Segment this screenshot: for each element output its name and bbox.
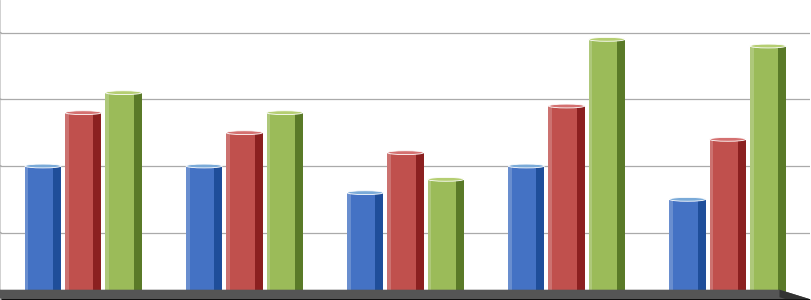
Bar [375, 193, 384, 299]
Bar [548, 106, 552, 299]
Bar [710, 139, 713, 299]
Bar [186, 166, 222, 299]
Bar [347, 193, 350, 299]
Ellipse shape [267, 297, 303, 300]
Bar [388, 153, 391, 299]
Ellipse shape [427, 177, 464, 181]
Ellipse shape [226, 297, 263, 300]
Bar [214, 166, 222, 299]
Bar [669, 199, 706, 299]
Ellipse shape [548, 297, 585, 300]
Bar [105, 93, 109, 299]
Bar [738, 139, 746, 299]
Ellipse shape [508, 164, 544, 168]
Bar [779, 46, 786, 299]
Ellipse shape [65, 111, 101, 115]
Bar [65, 113, 101, 299]
Bar [456, 179, 464, 299]
Ellipse shape [388, 151, 423, 154]
Bar [416, 153, 423, 299]
Ellipse shape [105, 297, 142, 300]
Bar [226, 133, 263, 299]
Bar [267, 113, 270, 299]
Ellipse shape [186, 164, 222, 168]
Ellipse shape [589, 297, 625, 300]
Bar [105, 93, 142, 299]
Ellipse shape [710, 137, 746, 141]
Bar [537, 166, 544, 299]
Ellipse shape [65, 297, 101, 300]
Ellipse shape [669, 197, 706, 201]
Bar [226, 133, 230, 299]
Ellipse shape [226, 131, 263, 135]
Ellipse shape [710, 297, 746, 300]
Bar [589, 39, 625, 299]
Bar [134, 93, 142, 299]
Ellipse shape [267, 111, 303, 115]
Bar [388, 153, 423, 299]
Bar [589, 39, 592, 299]
Ellipse shape [347, 191, 384, 195]
Bar [577, 106, 585, 299]
Bar [508, 166, 512, 299]
Bar [548, 106, 585, 299]
Bar [54, 166, 61, 299]
Bar [669, 199, 673, 299]
Bar [347, 193, 384, 299]
Bar [186, 166, 190, 299]
Ellipse shape [427, 297, 464, 300]
Bar [750, 46, 753, 299]
Bar [295, 113, 303, 299]
Bar [617, 39, 625, 299]
Bar [255, 133, 263, 299]
Ellipse shape [508, 297, 544, 300]
Bar [697, 199, 706, 299]
Bar [65, 113, 69, 299]
Ellipse shape [347, 297, 384, 300]
Ellipse shape [25, 297, 61, 300]
Bar [427, 179, 464, 299]
Bar [267, 113, 303, 299]
Ellipse shape [25, 164, 61, 168]
Bar [750, 46, 786, 299]
Bar [710, 139, 746, 299]
Ellipse shape [589, 38, 625, 41]
Bar [25, 166, 28, 299]
Ellipse shape [388, 297, 423, 300]
Bar [93, 113, 101, 299]
Ellipse shape [669, 297, 706, 300]
Ellipse shape [750, 44, 786, 48]
Ellipse shape [186, 297, 222, 300]
Bar [508, 166, 544, 299]
Bar [427, 179, 431, 299]
Ellipse shape [750, 297, 786, 300]
Bar [25, 166, 61, 299]
Ellipse shape [548, 104, 585, 108]
Ellipse shape [105, 91, 142, 94]
